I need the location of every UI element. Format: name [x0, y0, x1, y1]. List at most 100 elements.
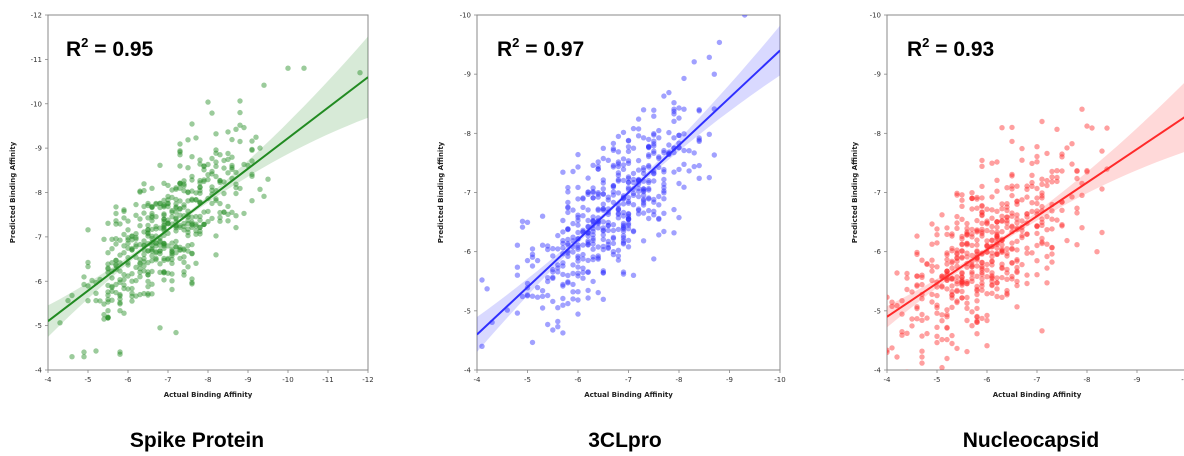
data-point: [590, 218, 596, 224]
data-point: [651, 143, 657, 149]
data-point: [964, 294, 970, 301]
data-point: [635, 157, 642, 164]
data-point: [661, 166, 667, 173]
data-point: [999, 249, 1005, 255]
data-point: [173, 250, 179, 256]
data-point: [221, 179, 227, 185]
data-point: [149, 213, 155, 219]
data-point: [605, 157, 611, 163]
data-point: [949, 248, 955, 254]
data-point: [121, 310, 127, 316]
data-point: [1009, 192, 1015, 199]
y-axis-label: Predicted Binding Affinity: [437, 141, 445, 243]
y-tick-label: -8: [35, 189, 42, 197]
data-point: [979, 280, 985, 286]
data-point: [999, 217, 1005, 224]
data-point: [615, 149, 622, 155]
data-point: [984, 261, 990, 268]
data-point: [1049, 244, 1055, 251]
data-point: [661, 169, 667, 175]
data-point: [939, 283, 945, 289]
data-point: [924, 261, 930, 267]
data-point: [944, 261, 950, 267]
data-point: [173, 201, 179, 207]
data-point: [550, 298, 556, 305]
data-point: [1049, 174, 1055, 180]
data-point: [625, 179, 632, 186]
data-point: [209, 155, 215, 162]
data-point: [575, 222, 581, 228]
data-point: [161, 269, 167, 275]
x-tick-label: -11: [322, 376, 333, 384]
data-point: [661, 196, 667, 202]
data-point: [161, 270, 167, 276]
data-point: [169, 249, 175, 255]
regression-line: [48, 76, 368, 322]
data-point: [969, 206, 975, 212]
data-point: [989, 273, 995, 279]
data-point: [265, 176, 271, 182]
data-point: [129, 293, 135, 299]
data-point: [193, 190, 199, 196]
data-point: [999, 229, 1005, 235]
data-point: [580, 195, 586, 201]
data-point: [560, 295, 566, 302]
data-point: [640, 167, 647, 173]
data-point: [1044, 177, 1050, 184]
data-point: [157, 242, 163, 248]
data-point: [157, 261, 163, 267]
data-point: [249, 173, 255, 179]
data-point: [201, 209, 207, 215]
data-point: [1044, 280, 1050, 286]
data-point: [570, 270, 576, 277]
data-point: [237, 98, 243, 104]
data-point: [145, 272, 151, 278]
data-point: [969, 195, 975, 202]
data-point: [539, 293, 546, 299]
data-point: [600, 207, 606, 213]
data-point: [149, 245, 155, 251]
data-point: [165, 182, 171, 189]
data-point: [197, 224, 203, 230]
data-point: [625, 244, 632, 250]
data-point: [1014, 264, 1020, 271]
data-point: [585, 189, 591, 195]
data-point: [1024, 245, 1030, 251]
data-point: [117, 300, 123, 306]
data-point: [157, 325, 163, 331]
data-point: [113, 218, 119, 224]
data-point: [121, 282, 127, 288]
data-point: [989, 290, 995, 296]
data-point: [979, 230, 985, 237]
data-point: [145, 269, 151, 275]
data-point: [625, 222, 632, 228]
data-point: [620, 225, 627, 231]
data-point: [225, 150, 231, 157]
data-point: [676, 115, 682, 121]
data-point: [600, 180, 606, 186]
data-point: [989, 215, 995, 221]
x-tick-label: -8: [205, 376, 212, 384]
data-point: [959, 255, 965, 261]
data-point: [109, 297, 115, 303]
data-point: [149, 246, 155, 253]
data-point: [161, 218, 167, 225]
data-point: [209, 200, 215, 207]
data-point: [635, 133, 642, 139]
data-point: [189, 251, 195, 257]
data-point: [133, 212, 139, 218]
data-point: [560, 260, 566, 266]
data-point: [610, 182, 617, 189]
data-point: [994, 159, 1000, 165]
data-point: [620, 226, 627, 232]
data-point: [610, 146, 617, 152]
data-point: [979, 163, 985, 169]
data-point: [585, 269, 591, 276]
data-point: [534, 284, 541, 291]
data-point: [149, 268, 155, 275]
data-point: [575, 270, 581, 276]
data-point: [969, 190, 975, 196]
data-point: [605, 194, 611, 200]
data-point: [145, 227, 151, 233]
data-point: [994, 233, 1000, 239]
